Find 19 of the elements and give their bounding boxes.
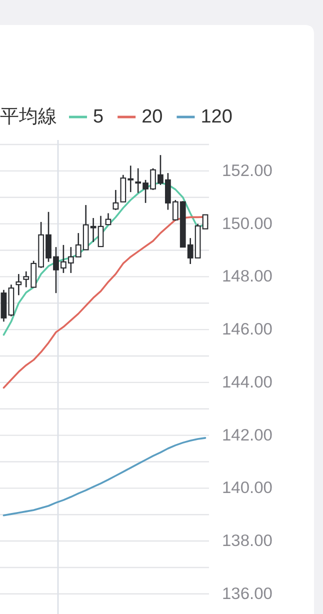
candlestick bbox=[98, 215, 104, 248]
legend-label: 20 bbox=[142, 106, 163, 128]
legend-label: 120 bbox=[200, 106, 232, 128]
y-tick-label: 148.00 bbox=[222, 268, 272, 286]
legend-label: 5 bbox=[93, 106, 104, 128]
line-series bbox=[2, 437, 206, 516]
y-tick-label: 150.00 bbox=[222, 214, 272, 233]
y-tick-label: 138.00 bbox=[222, 532, 272, 550]
y-tick-label: 152.00 bbox=[222, 162, 272, 180]
y-tick-label: 140.00 bbox=[222, 479, 272, 498]
y-tick-label: 146.00 bbox=[222, 320, 272, 339]
candlestick bbox=[16, 273, 22, 296]
y-tick-label: 144.00 bbox=[222, 373, 272, 392]
candlestick bbox=[112, 189, 119, 211]
candlestick bbox=[105, 212, 112, 226]
legend-title: 平均線 bbox=[0, 106, 57, 128]
y-tick-label: 142.00 bbox=[222, 426, 272, 444]
candlestick bbox=[202, 214, 208, 230]
y-tick-label: 136.00 bbox=[222, 584, 272, 603]
